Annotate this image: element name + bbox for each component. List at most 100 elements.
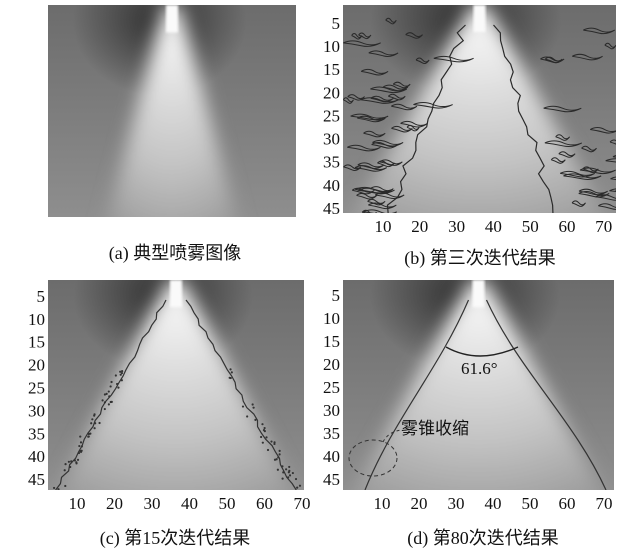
contour-dot bbox=[81, 450, 83, 452]
contour-dot bbox=[281, 478, 283, 480]
contour-dot bbox=[252, 407, 254, 409]
contour-dot bbox=[81, 445, 83, 447]
contour-dot bbox=[246, 415, 248, 417]
x-tick-label: 50 bbox=[522, 217, 539, 236]
contour-dot bbox=[101, 399, 103, 401]
contour-dot bbox=[289, 474, 291, 476]
y-tick-label: 15 bbox=[323, 60, 340, 79]
y-tick-label: 5 bbox=[332, 286, 341, 305]
contour-dot bbox=[264, 430, 266, 432]
contour-dot bbox=[53, 487, 55, 489]
contour-dot bbox=[74, 459, 76, 461]
contour-dot bbox=[116, 383, 118, 385]
contour-dot bbox=[110, 385, 112, 387]
contour-dot bbox=[295, 478, 297, 480]
contour-dot bbox=[262, 442, 264, 444]
contour-dot bbox=[277, 469, 279, 471]
contour-dot bbox=[270, 440, 272, 442]
y-tick-label: 45 bbox=[323, 470, 340, 489]
caption: (c) 第15次迭代结果 bbox=[100, 528, 250, 549]
contour-dot bbox=[121, 379, 123, 381]
contour-dot bbox=[299, 485, 301, 487]
contour-dot bbox=[64, 463, 66, 465]
caption: (a) 典型喷雾图像 bbox=[109, 243, 241, 264]
spray-image bbox=[343, 5, 630, 233]
contour-dot bbox=[110, 401, 112, 403]
contour-dot bbox=[93, 415, 95, 417]
contour-dot bbox=[229, 368, 231, 370]
y-tick-label: 20 bbox=[323, 83, 340, 102]
contour-dot bbox=[119, 371, 121, 373]
contour bbox=[616, 188, 630, 194]
contour-dot bbox=[90, 422, 92, 424]
contour-dot bbox=[282, 471, 284, 473]
contour-dot bbox=[121, 370, 123, 372]
x-tick-label: 60 bbox=[256, 494, 273, 513]
y-tick-label: 10 bbox=[28, 310, 45, 329]
y-tick-label: 30 bbox=[28, 401, 45, 420]
contour-dot bbox=[277, 456, 279, 458]
y-tick-label: 40 bbox=[28, 447, 45, 466]
contour-dot bbox=[285, 468, 287, 470]
contour-dot bbox=[292, 472, 294, 474]
y-tick-label: 25 bbox=[323, 378, 340, 397]
contour-dot bbox=[279, 450, 281, 452]
contour-dot bbox=[296, 487, 298, 489]
y-tick-label: 35 bbox=[323, 153, 340, 172]
contour-dot bbox=[288, 466, 290, 468]
contour-dot bbox=[287, 476, 289, 478]
contour-dot bbox=[75, 461, 77, 463]
contour-dot bbox=[281, 465, 283, 467]
nozzle bbox=[474, 5, 486, 32]
contour-dot bbox=[69, 466, 71, 468]
contour-dot bbox=[260, 436, 262, 438]
y-tick-label: 30 bbox=[323, 130, 340, 149]
x-tick-label: 10 bbox=[375, 217, 392, 236]
contour-dot bbox=[64, 485, 66, 487]
contour-dot bbox=[279, 453, 281, 455]
contour-dot bbox=[80, 441, 82, 443]
contour-dot bbox=[254, 419, 256, 421]
contour-dot bbox=[91, 418, 93, 420]
x-tick-label: 50 bbox=[219, 494, 236, 513]
contour-dot bbox=[64, 469, 66, 471]
x-tick-label: 10 bbox=[69, 494, 86, 513]
x-tick-label: 70 bbox=[294, 494, 311, 513]
contour-dot bbox=[261, 423, 263, 425]
contour-dot bbox=[273, 441, 275, 443]
x-tick-label: 40 bbox=[485, 494, 502, 513]
panel: 5101520253035404510203040506070(c) 第15次迭… bbox=[28, 280, 311, 549]
contour-dot bbox=[89, 433, 91, 435]
x-tick-label: 20 bbox=[411, 494, 428, 513]
nozzle bbox=[473, 280, 485, 307]
contour-dot bbox=[121, 372, 123, 374]
annotation: 雾锥收缩 bbox=[401, 419, 469, 438]
contour-dot bbox=[88, 435, 90, 437]
x-tick-label: 60 bbox=[559, 494, 576, 513]
y-tick-label: 15 bbox=[323, 332, 340, 351]
contour-dot bbox=[252, 403, 254, 405]
contour-dot bbox=[94, 427, 96, 429]
x-tick-label: 60 bbox=[559, 217, 576, 236]
spray-image bbox=[343, 280, 614, 510]
x-tick-label: 30 bbox=[144, 494, 161, 513]
contour-dot bbox=[68, 461, 70, 463]
y-tick-label: 5 bbox=[37, 287, 46, 306]
y-tick-label: 35 bbox=[323, 424, 340, 443]
x-tick-label: 20 bbox=[106, 494, 123, 513]
y-tick-label: 10 bbox=[323, 37, 340, 56]
contour-dot bbox=[265, 436, 267, 438]
spray-image bbox=[48, 280, 304, 510]
contour-dot bbox=[104, 408, 106, 410]
x-tick-label: 40 bbox=[181, 494, 198, 513]
caption: (b) 第三次迭代结果 bbox=[404, 248, 556, 269]
spray-image bbox=[48, 5, 296, 237]
y-tick-label: 25 bbox=[28, 379, 45, 398]
panel: (a) 典型喷雾图像 bbox=[48, 5, 296, 264]
contour-dot bbox=[110, 381, 112, 383]
nozzle bbox=[166, 5, 178, 33]
y-tick-label: 20 bbox=[323, 355, 340, 374]
y-tick-label: 5 bbox=[332, 14, 341, 33]
